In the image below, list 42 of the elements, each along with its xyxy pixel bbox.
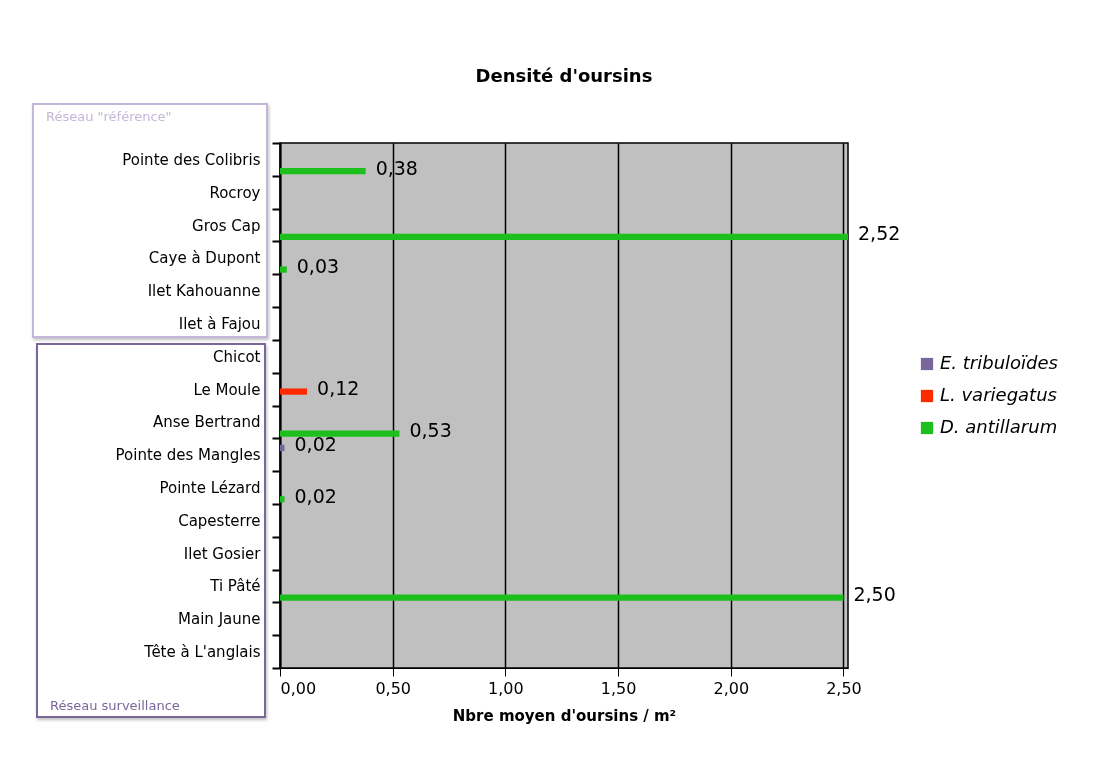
x-tick-label: 2,00 <box>713 678 750 698</box>
data-label: 0,03 <box>296 255 340 278</box>
data-label: 0,02 <box>294 433 337 456</box>
data-label: 0,02 <box>294 484 337 507</box>
y-tick-label: Pointe des Colibris <box>122 150 261 169</box>
y-tick-label: Gros Cap <box>192 216 261 235</box>
y-tick-label: Ilet Gosier <box>183 544 262 563</box>
y-tick-label: Ilet à Fajou <box>178 314 261 333</box>
bar <box>280 430 400 437</box>
y-tick-label: Pointe des Mangles <box>115 446 261 465</box>
y-tick-label: Caye à Dupont <box>148 249 261 268</box>
y-tick-label: Main Jaune <box>178 610 261 629</box>
y-tick-label: Capesterre <box>178 511 261 530</box>
bar <box>280 444 285 452</box>
bar <box>280 168 366 175</box>
x-tick-label: 0,00 <box>280 678 317 698</box>
x-axis-title: Nbre moyen d'oursins / m² <box>452 706 677 725</box>
x-tick-label: 0,50 <box>375 678 412 698</box>
y-tick-label: Ti Pâté <box>209 577 261 596</box>
data-label: 2,50 <box>853 583 896 606</box>
data-label: 0,53 <box>409 419 452 442</box>
data-label: 2,52 <box>858 222 901 245</box>
y-tick-label: Rocroy <box>209 183 261 202</box>
y-tick-label: Chicot <box>213 347 261 366</box>
chart-title: Densité d'oursins <box>475 65 653 86</box>
legend-label: E. tribuloïdes <box>940 352 1059 373</box>
bar <box>280 388 308 395</box>
x-tick-label: 2,50 <box>826 678 862 698</box>
x-tick-label: 1,00 <box>488 678 524 698</box>
data-label: 0,12 <box>317 377 360 400</box>
bar <box>280 266 287 273</box>
x-tick-label: 1,50 <box>600 678 637 698</box>
bar <box>280 233 848 240</box>
y-tick-label: Pointe Lézard <box>159 479 261 498</box>
legend-label: L. variegatus <box>940 384 1057 405</box>
legend-label: D. antillarum <box>940 416 1058 437</box>
y-tick-label: Tête à L'anglais <box>143 643 261 662</box>
bar <box>280 496 285 503</box>
bar <box>280 594 844 601</box>
y-tick-label: Anse Bertrand <box>152 413 261 432</box>
y-tick-label: Le Moule <box>193 380 261 399</box>
y-tick-label: Ilet Kahouanne <box>147 282 261 301</box>
